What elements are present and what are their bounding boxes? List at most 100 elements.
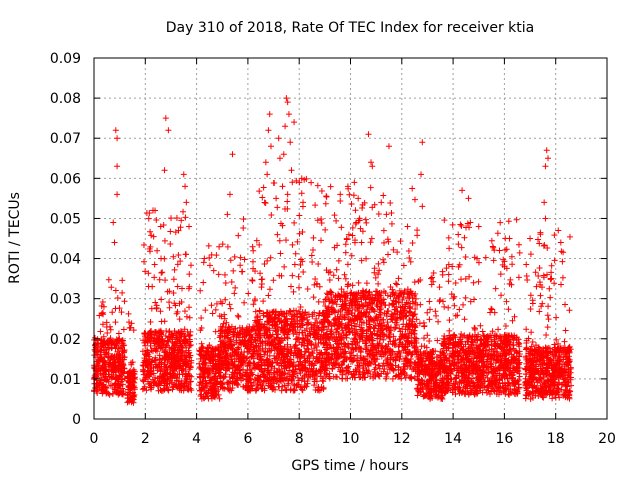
data-point [208, 395, 215, 402]
data-point [99, 367, 106, 374]
data-point [380, 192, 387, 199]
data-point [203, 354, 210, 361]
data-point [427, 306, 434, 313]
data-point [260, 184, 267, 191]
data-point [171, 362, 178, 369]
data-point [312, 386, 319, 393]
data-point [176, 316, 183, 323]
data-point [333, 266, 340, 273]
data-point [115, 387, 122, 394]
data-point [153, 216, 160, 223]
data-point [310, 247, 317, 254]
data-point [381, 239, 388, 246]
data-point [186, 352, 193, 359]
data-point [148, 232, 155, 239]
data-point [214, 378, 221, 385]
data-point [216, 395, 223, 402]
data-point [119, 385, 126, 392]
data-point [178, 217, 185, 224]
data-point [183, 251, 190, 258]
data-point [247, 339, 254, 346]
data-point [266, 286, 273, 293]
data-point [301, 342, 308, 349]
data-point [296, 212, 303, 219]
data-point [304, 285, 311, 292]
data-point [260, 298, 267, 305]
data-point [259, 194, 266, 201]
data-point [243, 324, 250, 331]
data-point [170, 276, 177, 283]
data-point [185, 381, 192, 388]
data-point [462, 253, 469, 260]
data-point [158, 359, 165, 366]
data-point [240, 373, 247, 380]
data-point [156, 380, 163, 387]
data-point [242, 369, 249, 376]
data-point [505, 306, 512, 313]
data-point [292, 250, 299, 257]
data-point [308, 179, 315, 186]
data-point [335, 275, 342, 282]
data-point [201, 395, 208, 402]
data-point [375, 211, 382, 218]
data-point [210, 267, 217, 274]
data-point [197, 327, 204, 334]
data-point [233, 376, 240, 383]
data-point [294, 238, 301, 245]
data-point [187, 332, 194, 339]
data-point [492, 285, 499, 292]
data-point [112, 319, 119, 326]
data-point [282, 237, 289, 244]
data-point [236, 324, 243, 331]
data-point [244, 345, 251, 352]
data-point [128, 361, 135, 368]
data-point [167, 370, 174, 377]
data-point [274, 204, 281, 211]
data-point [109, 374, 116, 381]
data-point [456, 306, 463, 313]
data-point [145, 270, 152, 277]
data-point [164, 337, 171, 344]
data-point [289, 241, 296, 248]
data-point [131, 368, 138, 375]
data-point [233, 337, 240, 344]
data-point [148, 359, 155, 366]
data-point [180, 208, 187, 215]
data-point [175, 349, 182, 356]
data-point [219, 330, 226, 337]
data-point [204, 350, 211, 357]
data-point [295, 273, 302, 280]
data-point [323, 193, 330, 200]
data-point [346, 191, 353, 198]
data-point [337, 197, 344, 204]
data-point [162, 277, 169, 284]
data-point [313, 315, 320, 322]
data-point [250, 247, 257, 254]
data-point [209, 310, 216, 317]
data-point [130, 396, 137, 403]
data-point [126, 319, 133, 326]
data-point [117, 345, 124, 352]
data-point [330, 272, 337, 279]
data-point [106, 391, 113, 398]
data-point [150, 364, 157, 371]
data-point [367, 184, 374, 191]
data-point [342, 241, 349, 248]
data-point [208, 377, 215, 384]
data-point [451, 302, 458, 309]
data-point [121, 298, 128, 305]
data-point [100, 370, 107, 377]
data-point [111, 362, 118, 369]
data-point [507, 276, 514, 283]
data-point [205, 344, 212, 351]
data-point [206, 374, 213, 381]
data-point [197, 355, 204, 362]
data-point [256, 241, 263, 248]
data-point [94, 351, 101, 358]
data-point [130, 327, 137, 334]
data-point [468, 375, 475, 382]
data-point [108, 374, 115, 381]
data-point [171, 328, 178, 335]
data-point [152, 357, 159, 364]
data-point [284, 198, 291, 205]
